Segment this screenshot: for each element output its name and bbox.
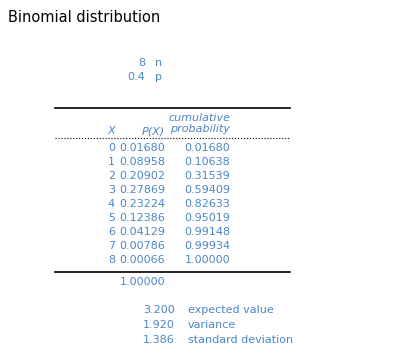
Text: 0.20902: 0.20902 (119, 171, 165, 181)
Text: 3.200: 3.200 (143, 305, 175, 315)
Text: Binomial distribution: Binomial distribution (8, 10, 160, 25)
Text: 2: 2 (108, 171, 115, 181)
Text: 0.08958: 0.08958 (119, 157, 165, 167)
Text: 0.23224: 0.23224 (119, 199, 165, 209)
Text: 0.00066: 0.00066 (119, 255, 165, 265)
Text: 7: 7 (108, 241, 115, 251)
Text: 0.4: 0.4 (127, 72, 145, 82)
Text: 0.27869: 0.27869 (119, 185, 165, 195)
Text: 0.95019: 0.95019 (184, 213, 230, 223)
Text: standard deviation: standard deviation (188, 335, 293, 345)
Text: 3: 3 (108, 185, 115, 195)
Text: cumulative: cumulative (168, 113, 230, 123)
Text: 0.31539: 0.31539 (184, 171, 230, 181)
Text: 0.10638: 0.10638 (184, 157, 230, 167)
Text: 0.82633: 0.82633 (184, 199, 230, 209)
Text: 1.920: 1.920 (143, 320, 175, 330)
Text: 4: 4 (108, 199, 115, 209)
Text: 0.99148: 0.99148 (184, 227, 230, 237)
Text: 5: 5 (108, 213, 115, 223)
Text: expected value: expected value (188, 305, 274, 315)
Text: 1.00000: 1.00000 (119, 277, 165, 287)
Text: 0.01680: 0.01680 (184, 143, 230, 153)
Text: 8: 8 (108, 255, 115, 265)
Text: 0.04129: 0.04129 (119, 227, 165, 237)
Text: 1.386: 1.386 (143, 335, 175, 345)
Text: probability: probability (170, 124, 230, 134)
Text: P(X): P(X) (142, 126, 165, 136)
Text: 0: 0 (108, 143, 115, 153)
Text: 1.00000: 1.00000 (184, 255, 230, 265)
Text: p: p (155, 72, 162, 82)
Text: variance: variance (188, 320, 236, 330)
Text: 8: 8 (138, 58, 145, 68)
Text: 1: 1 (108, 157, 115, 167)
Text: 6: 6 (108, 227, 115, 237)
Text: 0.59409: 0.59409 (184, 185, 230, 195)
Text: 0.00786: 0.00786 (119, 241, 165, 251)
Text: X: X (107, 126, 115, 136)
Text: 0.99934: 0.99934 (184, 241, 230, 251)
Text: 0.01680: 0.01680 (119, 143, 165, 153)
Text: n: n (155, 58, 162, 68)
Text: 0.12386: 0.12386 (119, 213, 165, 223)
